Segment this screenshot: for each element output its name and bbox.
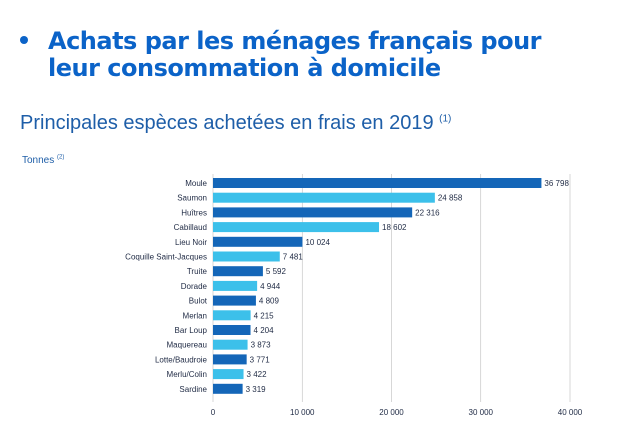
bar [213, 280, 258, 291]
value-label: 4 944 [260, 282, 281, 291]
value-label: 4 809 [259, 297, 280, 306]
bar [213, 383, 243, 394]
x-tick-label: 40 000 [558, 408, 583, 417]
unit-label-footnote: (2) [57, 154, 65, 161]
value-label: 3 873 [251, 341, 272, 350]
unit-label-text: Tonnes [22, 155, 58, 166]
bar [213, 310, 251, 321]
bar [213, 339, 248, 350]
category-label: Cabillaud [174, 223, 207, 232]
category-label: Lieu Noir [175, 238, 207, 247]
bar [213, 222, 380, 233]
value-label: 7 481 [283, 253, 304, 262]
page-title-line-2: leur consommation à domicile [48, 54, 441, 82]
bullet-icon [20, 36, 28, 44]
category-label: Maquereau [167, 341, 207, 350]
value-label: 4 204 [254, 326, 275, 335]
x-tick-label: 0 [211, 408, 216, 417]
category-label: Bar Loup [175, 326, 208, 335]
bar [213, 236, 303, 247]
heading: Achats par les ménages français pour leu… [20, 28, 610, 82]
value-label: 24 858 [438, 194, 463, 203]
category-label: Dorade [181, 282, 208, 291]
category-label: Saumon [177, 194, 207, 203]
category-label: Truite [187, 267, 208, 276]
category-label: Huîtres [181, 208, 207, 217]
category-label: Moule [185, 179, 207, 188]
unit-label: Tonnes (2) [22, 155, 64, 166]
chart-title-footnote: (1) [439, 113, 452, 125]
category-label: Sardine [179, 385, 207, 394]
bar [213, 192, 435, 203]
value-label: 4 215 [254, 311, 275, 320]
value-label: 22 316 [415, 208, 440, 217]
chart-title: Principales espèces achetées en frais en… [20, 111, 451, 135]
category-label: Lotte/Baudroie [155, 355, 208, 364]
value-label: 36 798 [544, 179, 569, 188]
bar [213, 266, 263, 277]
bar [213, 295, 256, 306]
bar [213, 178, 542, 188]
bar [213, 251, 280, 262]
page-title-line-1: Achats par les ménages français pour [48, 27, 542, 55]
value-label: 3 319 [246, 385, 267, 394]
category-label: Bulot [189, 297, 208, 306]
value-label: 18 602 [382, 223, 407, 232]
x-tick-label: 30 000 [469, 408, 494, 417]
bar [213, 354, 247, 365]
value-label: 5 592 [266, 267, 287, 276]
category-label: Coquille Saint-Jacques [125, 253, 207, 262]
bar [213, 325, 251, 335]
x-tick-label: 10 000 [290, 408, 315, 417]
value-label: 3 771 [250, 355, 271, 364]
category-label: Merlu/Colin [167, 370, 207, 379]
bar [213, 369, 244, 380]
value-label: 10 024 [305, 238, 330, 247]
bar [213, 207, 413, 218]
x-tick-label: 20 000 [379, 408, 404, 417]
value-label: 3 422 [247, 370, 268, 379]
chart-title-text: Principales espèces achetées en frais en… [20, 112, 440, 134]
category-label: Merlan [183, 311, 207, 320]
